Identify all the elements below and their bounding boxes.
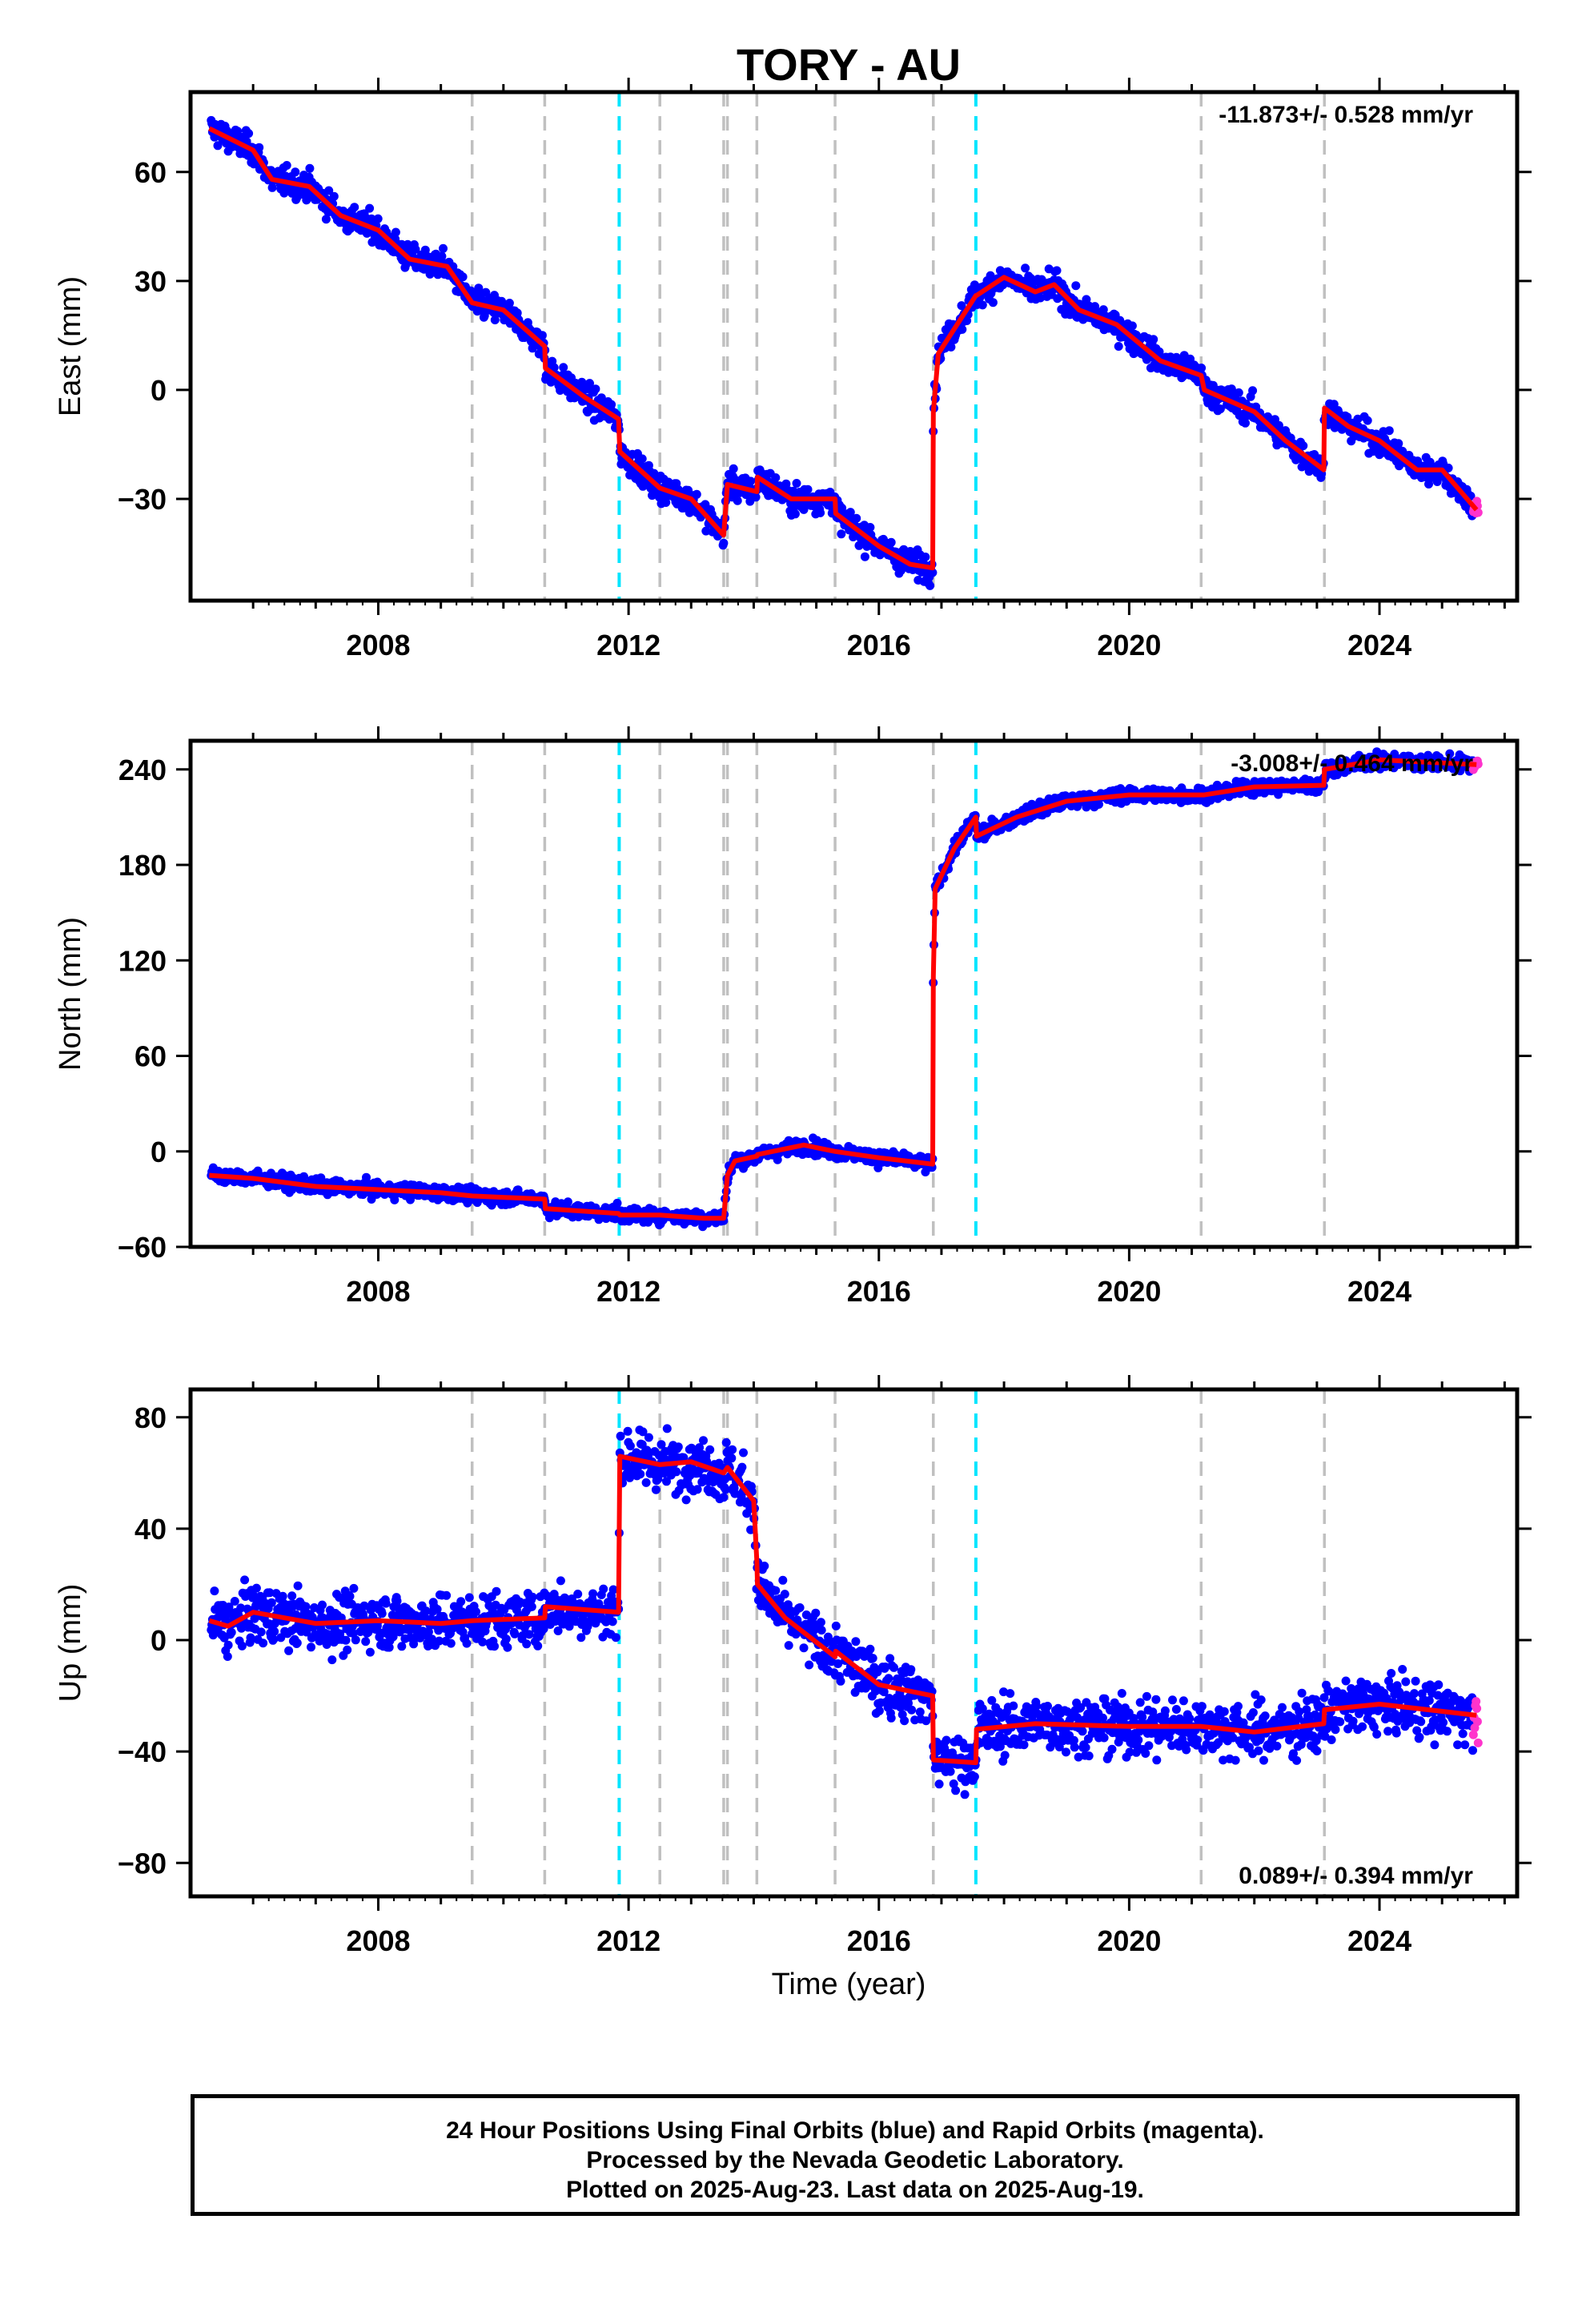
x-tick-label-north-2: 2016	[847, 1275, 911, 1308]
y-tick-label-north-4: 0	[151, 1136, 167, 1168]
footer-line-plotted: Plotted on 2025-Aug-23. Last data on 202…	[566, 2177, 1144, 2203]
y-axis-label-up: Up (mm)	[54, 1584, 87, 1703]
y-tick-label-up-1: 40	[135, 1513, 167, 1546]
x-tick-label-east-2: 2016	[847, 629, 911, 661]
panel-frame-east	[188, 90, 1520, 603]
y-tick-label-up-4: −80	[118, 1847, 167, 1880]
y-axis-label-east: East (mm)	[54, 276, 87, 416]
x-tick-label-north-0: 2008	[346, 1275, 410, 1308]
model-fit-line-up	[208, 1454, 1477, 1766]
y-axis-label-north: North (mm)	[54, 917, 87, 1071]
y-tick-label-north-0: 240	[118, 754, 167, 786]
panel-plot-area-east	[207, 92, 1483, 601]
x-tick-label-east-0: 2008	[346, 629, 410, 661]
rate-label-north: -3.008+/- 0.464 mm/yr	[1231, 750, 1473, 777]
x-axis-label: Time (year)	[772, 1968, 926, 2001]
panel-east: 60 30 0 −30 2008 2012 2016 2020 2024 East (mm) -11…	[54, 78, 1532, 661]
y-tick-label-up-2: 0	[151, 1624, 167, 1657]
x-tick-label-up-4: 2024	[1347, 1924, 1411, 1957]
y-tick-label-east-2: 0	[151, 374, 167, 407]
x-tick-label-east-3: 2020	[1097, 629, 1161, 661]
x-tick-label-east-1: 2012	[596, 629, 661, 661]
chart-title: TORY - AU	[737, 39, 961, 90]
x-tick-label-up-3: 2020	[1097, 1924, 1161, 1957]
x-tick-label-east-4: 2024	[1347, 629, 1411, 661]
panel-up: 80 40 0 −40 −80 2008 2012 2016 2020 2024 Up (mm) 0.…	[54, 1375, 1532, 1957]
footer-caption-box: 24 Hour Positions Using Final Orbits (bl…	[191, 2094, 1520, 2216]
final-orbit-points-up	[207, 1424, 1478, 1799]
position-time-series-chart: TORY - AU 60 30 0 −30 2008 2012 2016 2020 2024 Ea…	[54, 39, 1532, 2001]
rate-label-east: -11.873+/- 0.528 mm/yr	[1219, 102, 1473, 128]
x-tick-label-up-1: 2012	[596, 1924, 661, 1957]
footer-line-processed: Processed by the Nevada Geodetic Laborat…	[586, 2147, 1124, 2173]
y-tick-label-east-1: 30	[135, 265, 167, 298]
y-tick-label-north-3: 60	[135, 1040, 167, 1073]
y-tick-label-east-3: −30	[118, 483, 167, 516]
x-tick-label-up-0: 2008	[346, 1924, 410, 1957]
x-tick-label-north-4: 2024	[1347, 1275, 1411, 1308]
panel-north: 240 180 120 60 0 −60 2008 2012 2016 2020 2024 North…	[54, 726, 1532, 1308]
panel-frame-north	[188, 738, 1520, 1249]
y-tick-label-up-0: 80	[135, 1401, 167, 1434]
y-tick-label-north-2: 120	[118, 944, 167, 977]
panels-group: 60 30 0 −30 2008 2012 2016 2020 2024 East (mm) -11…	[54, 78, 1532, 1957]
y-tick-label-east-0: 60	[135, 156, 167, 189]
model-fit-line-north	[209, 757, 1477, 1221]
final-orbit-points-north	[207, 747, 1478, 1232]
y-tick-label-up-3: −40	[118, 1735, 167, 1768]
panel-plot-area-up	[207, 1389, 1483, 1896]
x-tick-label-north-3: 2020	[1097, 1275, 1161, 1308]
y-tick-label-north-5: −60	[118, 1231, 167, 1264]
model-fit-line-east	[208, 126, 1479, 571]
rate-label-up: 0.089+/- 0.394 mm/yr	[1239, 1863, 1473, 1889]
x-tick-label-north-1: 2012	[596, 1275, 661, 1308]
footer-line-orbits: 24 Hour Positions Using Final Orbits (bl…	[446, 2117, 1264, 2144]
rapid-orbit-points-up	[1468, 1697, 1483, 1747]
y-tick-label-north-1: 180	[118, 849, 167, 882]
x-tick-label-up-2: 2016	[847, 1924, 911, 1957]
panel-plot-area-north	[207, 741, 1483, 1247]
panel-frame-up	[188, 1387, 1520, 1899]
